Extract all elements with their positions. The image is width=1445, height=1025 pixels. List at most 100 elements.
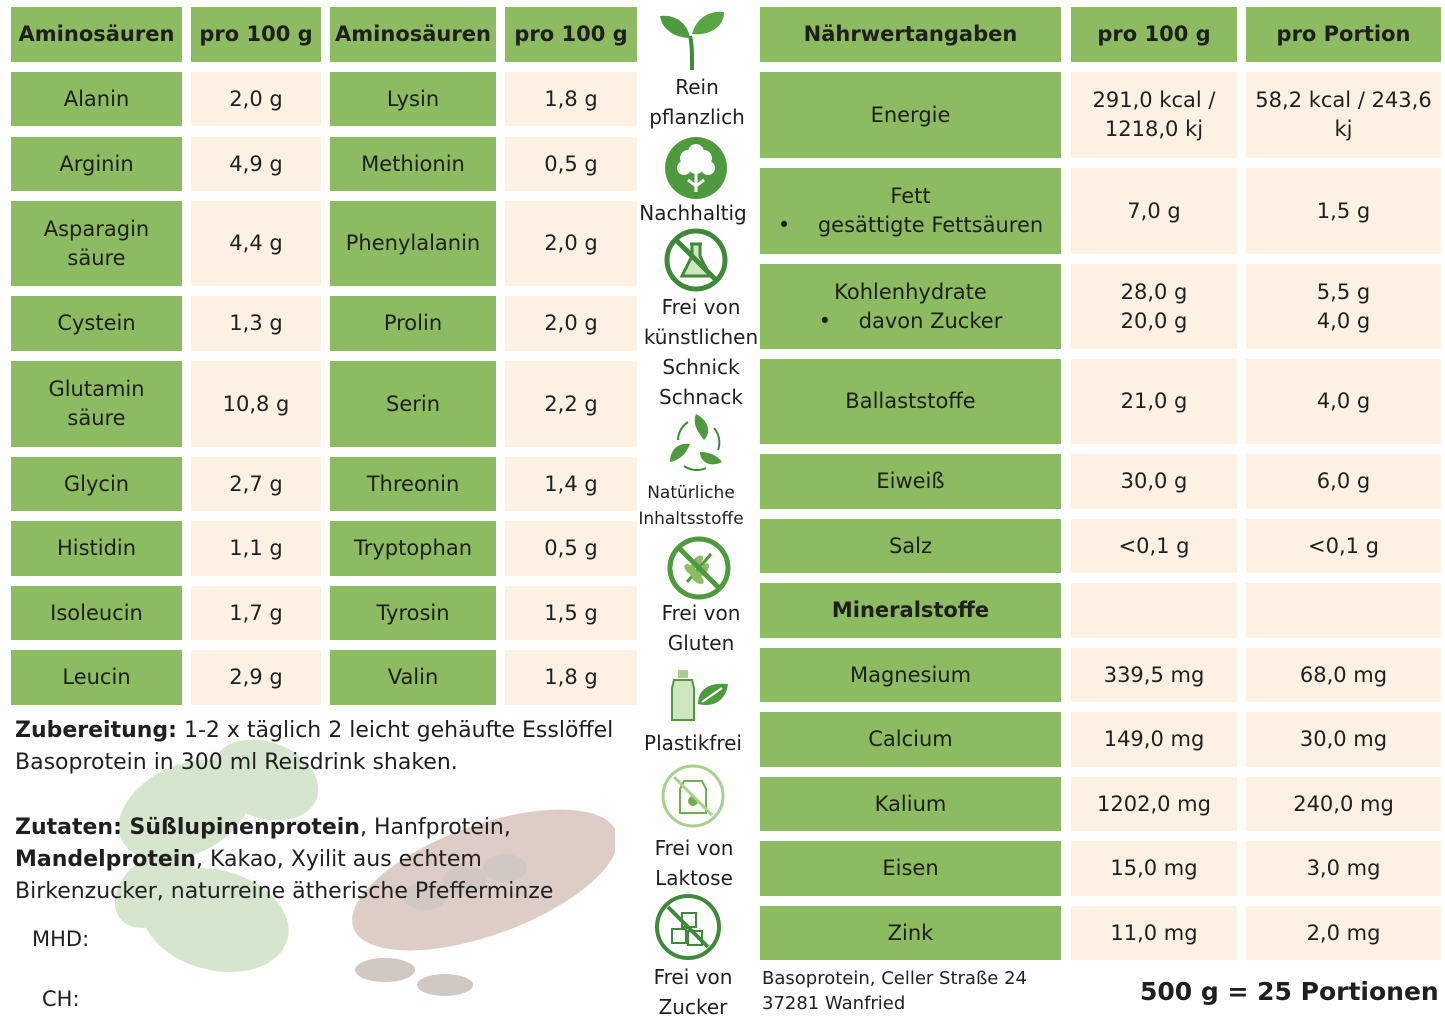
amino-value: 1,5 g (505, 586, 637, 640)
value-line1: 5,5 g (1316, 279, 1371, 304)
amino-name-line1: Glutamin (48, 377, 145, 401)
icon-label: Natürliche Inhaltsstoffe (638, 483, 744, 529)
amino-name: Methionin (330, 137, 496, 191)
plastic-free-icon (671, 670, 728, 721)
nutrient-value-100g: 30,0 g (1071, 454, 1237, 509)
amino-value: 2,0 g (505, 296, 637, 351)
mineral-value-100g: 1202,0 mg (1071, 777, 1237, 831)
nutrient-value-100g: <0,1 g (1071, 519, 1237, 573)
mineral-name: Calcium (760, 712, 1061, 767)
amino-name: Glycin (11, 457, 182, 511)
amino-value: 1,4 g (505, 457, 637, 511)
recycle-leaves-icon (670, 414, 722, 471)
mineral-value-portion: 30,0 mg (1246, 712, 1441, 767)
nutrient-value-100g: 28,0 g 20,0 g (1071, 264, 1237, 349)
amino-value: 2,0 g (505, 201, 637, 286)
portions-info: 500 g = 25 Portionen (1140, 977, 1439, 1006)
zutaten-text-1: , Hanfprotein, (359, 815, 511, 840)
amino-name: Histidin (11, 521, 182, 576)
cotton-icon (665, 137, 727, 199)
amino-header-value: pro 100 g (191, 7, 321, 62)
amino-name-line2: säure (67, 406, 126, 430)
icon-label: Frei von Laktose (654, 836, 734, 890)
mineral-value-portion: 3,0 mg (1246, 841, 1441, 896)
nutrition-header-portion: pro Portion (1246, 7, 1441, 62)
nutrient-value-portion: 5,5 g 4,0 g (1246, 264, 1441, 349)
no-chemicals-icon (664, 228, 728, 292)
zutaten-text: Zutaten: Süßlupinenprotein, Hanfprotein,… (15, 812, 635, 908)
value-line2: 1218,0 kj (1104, 117, 1204, 141)
zutaten-bold-1: Süßlupinenprotein (129, 815, 360, 840)
mineral-value-100g: 11,0 mg (1071, 906, 1237, 960)
value-line2: 20,0 g (1120, 308, 1188, 333)
nutrient-value-portion: 6,0 g (1246, 454, 1441, 509)
amino-value: 1,1 g (191, 521, 321, 576)
nutrient-main: Kohlenhydrate (834, 279, 987, 304)
amino-name: Leucin (11, 650, 182, 705)
amino-name: Serin (330, 361, 496, 447)
address-line1: Basoprotein, Celler Straße 24 (762, 968, 1027, 989)
no-gluten-icon (667, 536, 731, 600)
nutrient-name: Salz (760, 519, 1061, 573)
value-line1: 58,2 kcal / 243,6 (1255, 88, 1432, 112)
amino-name: Tyrosin (330, 586, 496, 640)
no-lactose-icon (661, 764, 725, 828)
amino-name: Lysin (330, 72, 496, 126)
amino-value: 4,4 g (191, 201, 321, 286)
address: Basoprotein, Celler Straße 24 37281 Wanf… (762, 966, 1027, 1016)
nutrient-name: Eiweiß (760, 454, 1061, 509)
nutrient-name: Energie (760, 72, 1061, 158)
minerals-header: Mineralstoffe (760, 583, 1061, 638)
icon-label: Frei von künstlichen Schnick Schnack (643, 295, 759, 409)
minerals-header-empty (1246, 583, 1441, 638)
zubereitung-line1: 1-2 x täglich 2 leicht gehäufte Esslöffe… (176, 718, 614, 743)
amino-name: Glutamin säure (11, 361, 182, 447)
nutrient-value-portion: 1,5 g (1246, 168, 1441, 254)
nutrient-sub: davon Zucker (819, 307, 1003, 336)
amino-value: 1,7 g (191, 586, 321, 640)
mhd-label: MHD: (32, 927, 90, 951)
value-line2: 4,0 g (1316, 308, 1371, 333)
amino-value: 1,3 g (191, 296, 321, 351)
amino-name: Prolin (330, 296, 496, 351)
zutaten-bold-2: Mandelprotein (15, 847, 196, 872)
nutrient-value-100g: 7,0 g (1071, 168, 1237, 254)
amino-value: 2,2 g (505, 361, 637, 447)
zutaten-text-2: , Kakao, Xyilit aus echtem (195, 847, 482, 872)
mineral-value-100g: 15,0 mg (1071, 841, 1237, 896)
amino-name: Tryptophan (330, 521, 496, 576)
amino-name: Threonin (330, 457, 496, 511)
amino-header-name-2: Aminosäuren (330, 7, 496, 62)
mineral-value-portion: 240,0 mg (1246, 777, 1441, 831)
nutrition-header-name: Nährwertangaben (760, 7, 1061, 62)
nutrient-value-100g: 291,0 kcal / 1218,0 kj (1071, 72, 1237, 158)
amino-name: Arginin (11, 137, 182, 191)
mineral-name: Kalium (760, 777, 1061, 831)
amino-name: Alanin (11, 72, 182, 126)
mineral-value-portion: 68,0 mg (1246, 648, 1441, 702)
value-line1: 291,0 kcal / (1092, 88, 1216, 112)
amino-name: Valin (330, 650, 496, 705)
nutrient-name: Fett gesättigte Fettsäuren (760, 168, 1061, 254)
zubereitung-label: Zubereitung: (15, 718, 177, 743)
icon-label: Frei von Gluten (661, 601, 741, 655)
nutrient-value-100g: 21,0 g (1071, 359, 1237, 444)
amino-header-name: Aminosäuren (11, 7, 182, 62)
zubereitung-line2: Basoprotein in 300 ml Reisdrink shaken. (15, 750, 458, 775)
mint-cocoa-decoration (114, 739, 615, 996)
nutrient-value-portion: 4,0 g (1246, 359, 1441, 444)
icon-label: Nachhaltig (639, 201, 747, 225)
no-sugar-icon (655, 894, 721, 960)
mineral-value-100g: 149,0 mg (1071, 712, 1237, 767)
icon-label: Frei von Zucker (653, 965, 733, 1019)
amino-name-line2: säure (67, 245, 126, 270)
minerals-header-empty (1071, 583, 1237, 638)
ch-label: CH: (42, 987, 80, 1011)
amino-value: 2,7 g (191, 457, 321, 511)
zutaten-label: Zutaten: (15, 815, 130, 840)
mineral-value-portion: 2,0 mg (1246, 906, 1441, 960)
amino-value: 1,8 g (505, 650, 637, 705)
nutrient-sub: gesättigte Fettsäuren (778, 211, 1043, 240)
icon-label: Plastikfrei (644, 731, 742, 755)
amino-value: 4,9 g (191, 137, 321, 191)
